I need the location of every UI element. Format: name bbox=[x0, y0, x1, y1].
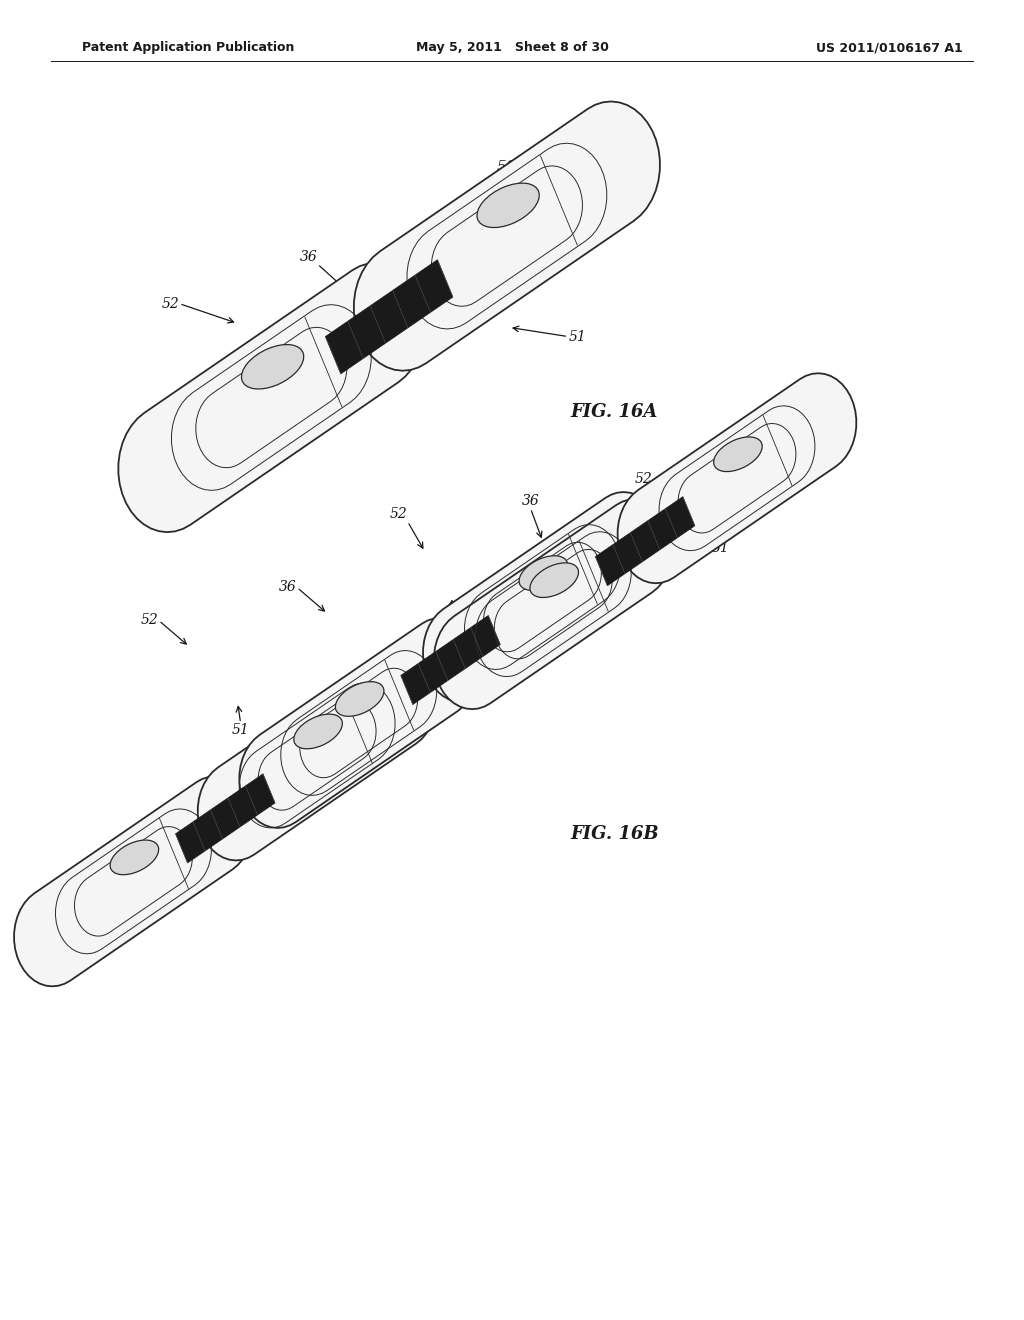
Text: 51: 51 bbox=[231, 723, 250, 738]
Text: FIG. 16B: FIG. 16B bbox=[570, 825, 658, 843]
Text: 8: 8 bbox=[375, 370, 383, 384]
Polygon shape bbox=[400, 615, 501, 705]
Text: 52: 52 bbox=[441, 210, 460, 224]
Ellipse shape bbox=[336, 681, 384, 717]
Polygon shape bbox=[595, 496, 695, 586]
Text: Patent Application Publication: Patent Application Publication bbox=[82, 41, 294, 54]
Ellipse shape bbox=[294, 714, 342, 748]
Polygon shape bbox=[14, 776, 253, 986]
Text: 50: 50 bbox=[497, 160, 517, 174]
Ellipse shape bbox=[111, 840, 159, 875]
Text: 36: 36 bbox=[300, 249, 317, 264]
Polygon shape bbox=[198, 651, 436, 861]
Polygon shape bbox=[175, 774, 275, 863]
Text: 8: 8 bbox=[351, 689, 360, 704]
Polygon shape bbox=[423, 492, 662, 702]
Polygon shape bbox=[302, 239, 476, 395]
Text: 51: 51 bbox=[568, 330, 586, 343]
Polygon shape bbox=[578, 480, 713, 602]
Text: 36: 36 bbox=[521, 494, 540, 508]
Ellipse shape bbox=[714, 437, 762, 471]
Text: 8: 8 bbox=[558, 587, 567, 602]
Polygon shape bbox=[383, 599, 518, 721]
Polygon shape bbox=[240, 618, 478, 828]
Polygon shape bbox=[617, 374, 856, 583]
Text: May 5, 2011   Sheet 8 of 30: May 5, 2011 Sheet 8 of 30 bbox=[416, 41, 608, 54]
Text: 52: 52 bbox=[634, 471, 652, 486]
Polygon shape bbox=[434, 499, 673, 709]
Polygon shape bbox=[326, 260, 453, 374]
Text: 52: 52 bbox=[162, 297, 179, 310]
Text: 51: 51 bbox=[712, 541, 729, 554]
Polygon shape bbox=[354, 102, 659, 371]
Text: US 2011/0106167 A1: US 2011/0106167 A1 bbox=[816, 41, 963, 54]
Text: 52: 52 bbox=[141, 614, 159, 627]
Polygon shape bbox=[119, 263, 424, 532]
Ellipse shape bbox=[530, 562, 579, 598]
Text: 52: 52 bbox=[390, 507, 408, 521]
Text: 36: 36 bbox=[280, 581, 297, 594]
Ellipse shape bbox=[519, 556, 567, 590]
Text: 51: 51 bbox=[439, 627, 458, 642]
Ellipse shape bbox=[477, 183, 540, 227]
Text: 58: 58 bbox=[766, 426, 785, 440]
Ellipse shape bbox=[242, 345, 304, 389]
Polygon shape bbox=[158, 758, 293, 879]
Text: FIG. 16A: FIG. 16A bbox=[570, 403, 658, 421]
